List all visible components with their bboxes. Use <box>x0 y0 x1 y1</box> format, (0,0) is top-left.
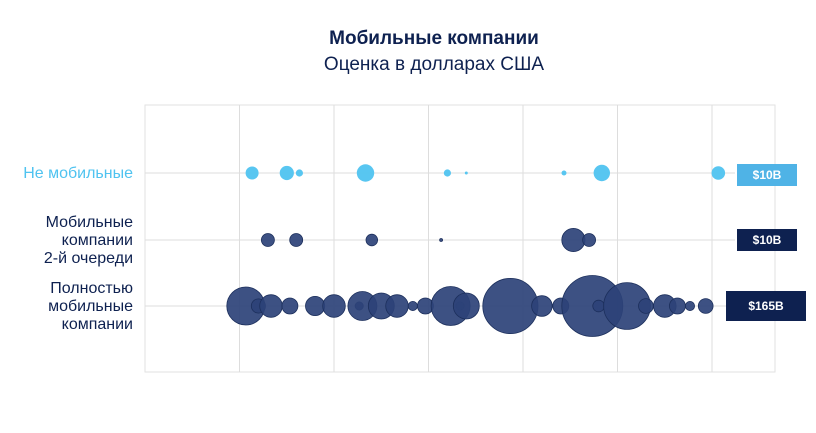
bubble <box>281 297 299 315</box>
bubble <box>452 292 480 320</box>
bubble <box>638 298 654 314</box>
bubble <box>593 164 610 182</box>
bubble <box>356 164 375 182</box>
row-label: Полностью мобильные компании <box>48 280 133 333</box>
row-label: Мобильные компании 2-й очереди <box>44 214 133 267</box>
value-badge <box>726 291 806 321</box>
bubble <box>439 238 444 242</box>
bubble <box>582 233 596 247</box>
row-3: Полностью мобильные компании $165B <box>48 275 806 337</box>
value-badge-label: $10B <box>753 168 782 182</box>
value-badge <box>737 164 797 186</box>
bubble <box>561 227 586 252</box>
row-label-line: компании <box>62 316 133 333</box>
bubble <box>697 298 714 314</box>
plot-frame <box>144 104 776 373</box>
bubble <box>407 300 418 311</box>
bubble <box>289 233 304 247</box>
row-label: Не мобильные <box>23 165 133 182</box>
value-badge-label: $10B <box>753 233 782 247</box>
row-label-line: Мобильные <box>46 214 134 231</box>
bubble <box>245 166 259 180</box>
bubble <box>305 295 326 316</box>
bubble <box>385 294 409 318</box>
row-label-line: Полностью <box>50 280 133 297</box>
row-label-line: мобильные <box>48 298 133 315</box>
row-label-line: компании <box>62 232 133 249</box>
bubble <box>669 297 686 315</box>
bubble <box>322 294 346 318</box>
bubble <box>260 233 275 247</box>
bubble <box>561 170 567 176</box>
row-2: Мобильные компании 2-й очереди $10B <box>44 214 797 267</box>
bubble <box>592 299 605 313</box>
bubble <box>711 166 726 180</box>
bubble <box>365 233 379 247</box>
bubble <box>259 294 283 318</box>
bubble <box>685 300 696 311</box>
value-badge <box>737 229 797 251</box>
bubble <box>279 165 294 181</box>
row-label-line: Не мобильные <box>23 165 133 182</box>
row-label-line: 2-й очереди <box>44 250 133 267</box>
value-badge-label: $165B <box>748 299 784 313</box>
bubble <box>295 169 303 177</box>
bubble <box>464 171 468 175</box>
bubble <box>443 169 451 177</box>
bubble <box>482 277 539 334</box>
bubble <box>531 295 553 317</box>
row-1: Не мобильные $10B <box>23 164 797 186</box>
